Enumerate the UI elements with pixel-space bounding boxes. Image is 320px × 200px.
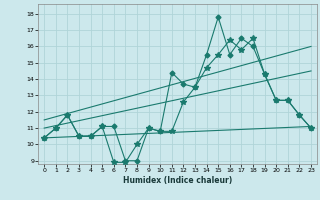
X-axis label: Humidex (Indice chaleur): Humidex (Indice chaleur)	[123, 176, 232, 185]
